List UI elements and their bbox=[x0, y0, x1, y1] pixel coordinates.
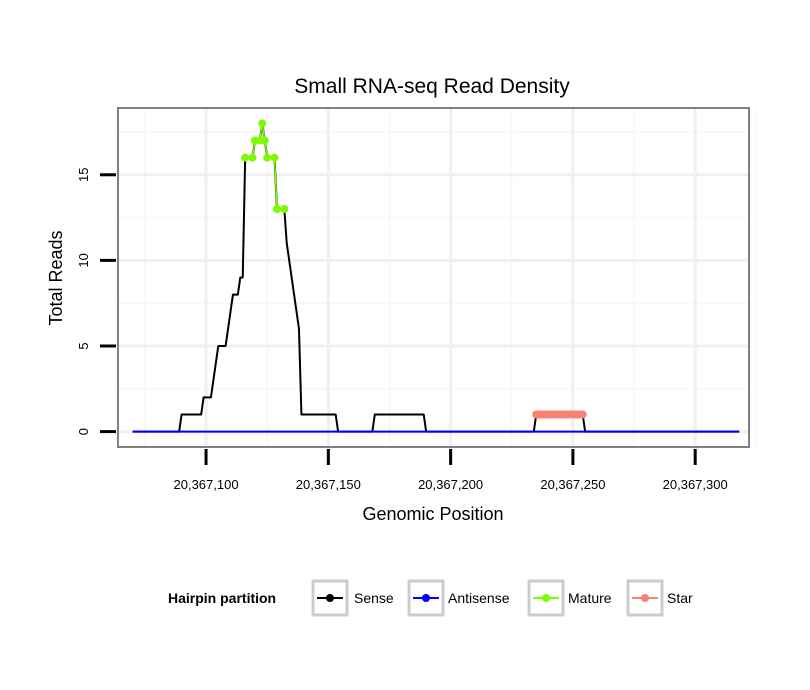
legend-label: Star bbox=[667, 590, 693, 606]
series-line-mature bbox=[245, 122, 285, 210]
legend-key-point bbox=[422, 594, 430, 602]
x-axis: 20,367,100 20,367,150 20,367,200 20,367,250… bbox=[174, 449, 728, 492]
x-tick-label: 20,367,150 bbox=[296, 477, 361, 492]
data-point-mature bbox=[272, 205, 281, 214]
y-tick-label: 0 bbox=[76, 428, 91, 435]
panel-border bbox=[117, 107, 750, 448]
y-tick-label: 15 bbox=[76, 168, 91, 182]
data-point-mature bbox=[258, 119, 267, 128]
y-tick-label: 10 bbox=[76, 253, 91, 267]
legend-entries: Sense Antisense Mature Star bbox=[311, 579, 693, 617]
x-tick-label: 20,367,300 bbox=[663, 477, 728, 492]
grid-lines bbox=[118, 108, 758, 447]
chart-title: Small RNA-seq Read Density bbox=[294, 75, 570, 98]
x-tick-label: 20,367,250 bbox=[540, 477, 605, 492]
legend-label: Sense bbox=[354, 590, 394, 606]
y-tick-label: 5 bbox=[76, 342, 91, 349]
legend-label: Antisense bbox=[448, 590, 510, 606]
legend: Hairpin partition Sense Antisense Mature St… bbox=[168, 579, 693, 617]
legend-key-point bbox=[326, 594, 334, 602]
data-point-star bbox=[578, 410, 587, 419]
data-point-mature bbox=[280, 205, 289, 214]
panel-background bbox=[118, 108, 749, 447]
x-axis-title: Genomic Position bbox=[362, 504, 503, 524]
legend-key-point bbox=[641, 594, 649, 602]
legend-label: Mature bbox=[568, 590, 612, 606]
data-point-mature bbox=[270, 153, 279, 162]
legend-entry-mature: Mature bbox=[527, 579, 612, 617]
legend-entry-antisense: Antisense bbox=[407, 579, 510, 617]
series-layer bbox=[132, 119, 740, 433]
legend-key-point bbox=[542, 594, 550, 602]
data-point-mature bbox=[248, 153, 257, 162]
legend-entry-sense: Sense bbox=[311, 579, 394, 617]
x-tick-label: 20,367,100 bbox=[174, 477, 239, 492]
legend-entry-star: Star bbox=[626, 579, 693, 617]
data-point-mature bbox=[241, 153, 250, 162]
data-point-mature bbox=[263, 153, 272, 162]
data-point-mature bbox=[260, 136, 269, 145]
plot-panel bbox=[117, 107, 758, 448]
y-axis: 0 5 10 15 bbox=[76, 168, 116, 435]
y-axis-title: Total Reads bbox=[46, 230, 66, 325]
x-tick-label: 20,367,200 bbox=[418, 477, 483, 492]
legend-title: Hairpin partition bbox=[168, 590, 276, 606]
